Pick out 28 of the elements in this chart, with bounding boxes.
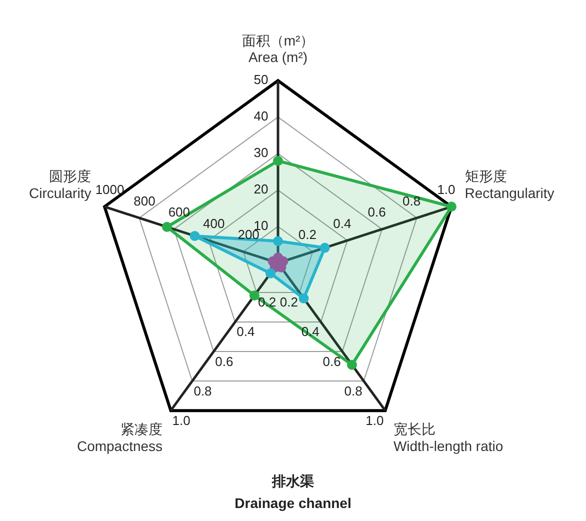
text: 0.6 [368,204,386,220]
text: 0.6 [322,354,341,369]
text: 排水渠 [270,472,315,491]
spoke-label: 宽长比 Width-length ratio [393,421,504,454]
text: 0.4 [236,324,255,340]
text: 0.8 [402,193,421,208]
text: 0.8 [194,383,212,398]
text: 1.0 [366,412,384,428]
text: 0.6 [215,354,234,369]
spoke-label: 紧凑度 Compactness [76,421,163,454]
text: 600 [168,204,190,220]
spoke-label: 面积（m²） Area (m²) [242,32,314,66]
spoke-label: 圆形度 Circularity [28,168,92,201]
text: 0.8 [344,383,362,398]
text: 20 [254,182,268,197]
text: Drainage channel [234,494,352,513]
text: 1000 [95,182,124,198]
text: 1.0 [437,182,456,198]
text: 0.2 [280,294,298,310]
text: 400 [203,216,225,231]
text: 0.4 [333,216,352,231]
text: 1.0 [172,412,190,428]
text: 50 [254,72,268,88]
text: 30 [254,145,268,160]
spoke-label: 矩形度 Rectangularity [464,168,554,201]
text: 0.2 [298,227,316,242]
text: 800 [134,193,156,208]
text: 40 [254,108,268,124]
